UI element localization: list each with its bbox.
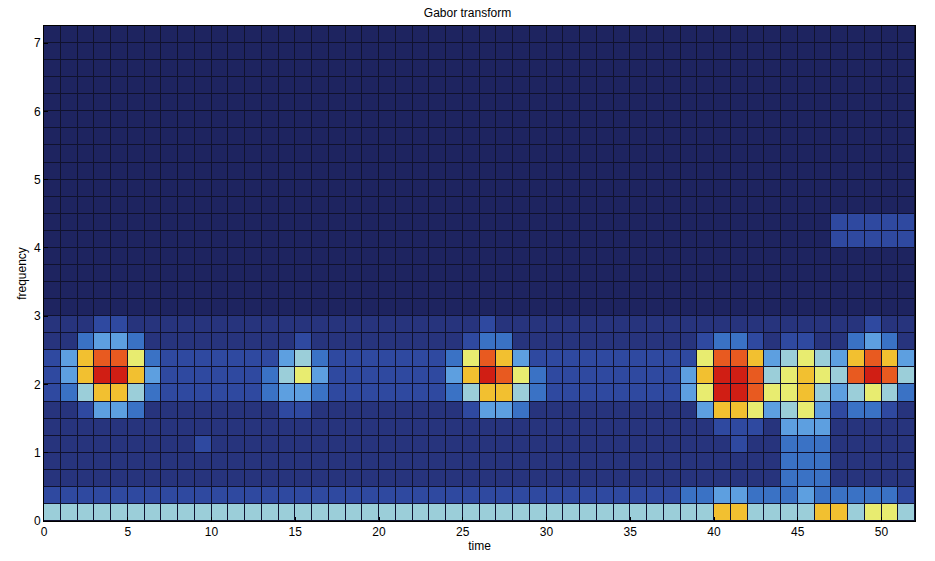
svg-text:15: 15 <box>289 525 303 539</box>
svg-text:3: 3 <box>34 309 41 323</box>
svg-text:0: 0 <box>41 525 48 539</box>
svg-text:0: 0 <box>34 514 41 528</box>
svg-text:4: 4 <box>34 241 41 255</box>
svg-text:1: 1 <box>34 446 41 460</box>
svg-text:6: 6 <box>34 105 41 119</box>
svg-text:25: 25 <box>456 525 470 539</box>
svg-text:45: 45 <box>791 525 805 539</box>
svg-text:Gabor transform: Gabor transform <box>424 6 511 20</box>
svg-text:7: 7 <box>34 36 41 50</box>
svg-text:5: 5 <box>124 525 131 539</box>
svg-text:50: 50 <box>875 525 889 539</box>
svg-text:5: 5 <box>34 173 41 187</box>
svg-text:10: 10 <box>205 525 219 539</box>
svg-text:frequency: frequency <box>15 247 29 300</box>
svg-text:35: 35 <box>624 525 638 539</box>
svg-text:time: time <box>468 539 491 553</box>
svg-text:2: 2 <box>34 378 41 392</box>
svg-text:40: 40 <box>707 525 721 539</box>
svg-text:20: 20 <box>372 525 386 539</box>
svg-text:30: 30 <box>540 525 554 539</box>
